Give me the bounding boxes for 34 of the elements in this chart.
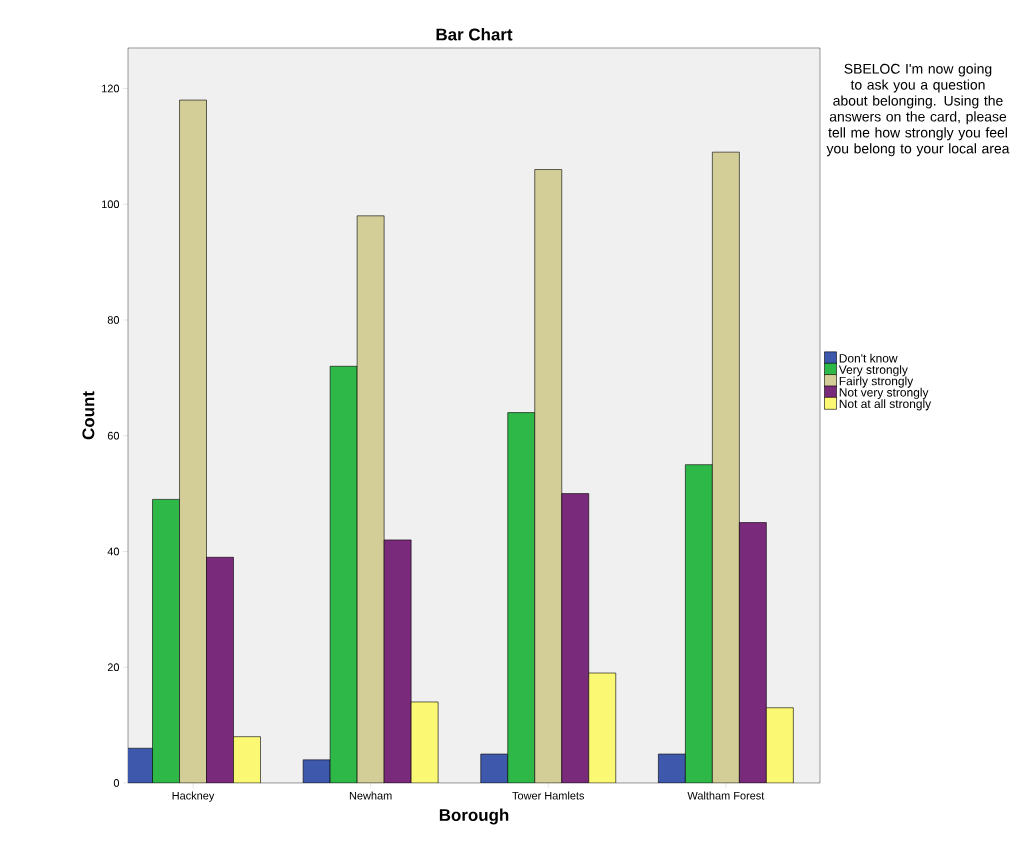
bar (766, 707, 794, 783)
legend-label: Not at all strongly (839, 399, 932, 411)
bar (410, 701, 439, 783)
bar (152, 499, 180, 783)
y-tick-label: 120 (102, 84, 120, 93)
y-tick-label: 0 (113, 779, 120, 787)
legend-label: Don't know (839, 353, 898, 363)
x-tick-label: Hackney (172, 791, 215, 802)
x-axis-title: Borough (439, 808, 509, 825)
bar (356, 215, 385, 783)
chart-title: Bar Chart (436, 28, 513, 41)
bar (685, 464, 713, 783)
bar (588, 672, 617, 783)
y-tick-label: 100 (102, 200, 120, 209)
y-tick-label: 80 (107, 316, 120, 324)
bar (179, 99, 207, 783)
x-tick-label: Tower Hamlets (512, 791, 585, 800)
y-tick-label: 20 (107, 663, 120, 672)
legend-label: Not very strongly (839, 387, 929, 400)
bar (507, 412, 536, 783)
x-tick-label: Newham (349, 791, 392, 800)
bar (233, 736, 261, 783)
bar (658, 753, 686, 783)
bar (534, 169, 563, 783)
legend-label: Fairly strongly (839, 376, 914, 388)
bar (712, 151, 740, 783)
bar (480, 753, 509, 783)
bar (329, 365, 358, 783)
legend-title: SBELOC I'm now going to ask you a question about belonging. Using the answers on the card, please tell me how strongly you feel you belong to your local area (826, 63, 1010, 157)
legend-label: Very strongly (838, 365, 908, 377)
y-tick-label: 60 (107, 431, 120, 440)
y-axis-title: Count (82, 391, 95, 440)
y-tick-label: 40 (107, 547, 120, 556)
x-tick-label: Waltham Forest (687, 791, 765, 800)
